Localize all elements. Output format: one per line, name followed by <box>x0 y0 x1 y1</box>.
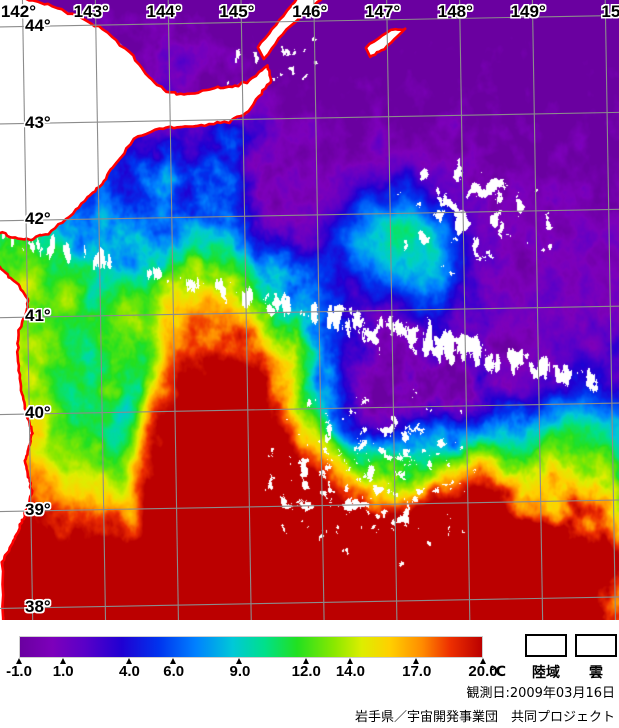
colorbar-tick-label: 4.0 <box>119 663 140 680</box>
parallel-line <box>0 305 619 319</box>
colorbar-tick-label: -1.0 <box>6 663 32 680</box>
colorbar-tick-mark <box>170 658 177 664</box>
parallel-line <box>0 596 619 609</box>
meridian-line <box>21 0 34 620</box>
colorbar-tick-label: 20.0 <box>468 663 498 680</box>
colorbar-tick-label: 9.0 <box>229 663 251 680</box>
parallel-line <box>0 499 619 513</box>
coastline-path <box>0 0 273 242</box>
colorbar-tick-mark <box>413 658 420 664</box>
coastline-path <box>256 0 323 61</box>
meridian-line <box>94 0 107 620</box>
colorbar-tick-mark <box>302 658 309 664</box>
colorbar-tick-mark <box>479 658 486 664</box>
colorbar-tick-group: -1.0 1.0 4.0 6.0 9.0 12.0 14.0 17.0 20.0 <box>0 620 619 680</box>
meridian-line <box>313 0 325 620</box>
cloud-legend-swatch <box>575 634 617 657</box>
cloud-legend-label: 雲 <box>589 665 603 681</box>
sst-map-panel[interactable]: 142° 143° 144° 145° 146° 147° 148° 149° 15 44° 43… <box>0 0 619 620</box>
colorbar-tick-label: 1.0 <box>52 663 74 680</box>
parallel-line <box>0 111 619 125</box>
colorbar-tick-mark <box>59 658 66 664</box>
observation-date-text: 観測日:2009年03月16日 <box>466 686 615 701</box>
temperature-colorbar[interactable] <box>19 636 483 658</box>
parallel-line <box>0 14 619 28</box>
colorbar-tick-mark <box>346 658 353 664</box>
meridian-line <box>167 0 179 620</box>
parallel-line <box>0 208 619 222</box>
colorbar-tick-label: 17.0 <box>402 663 432 680</box>
legend-area: -1.0 1.0 4.0 6.0 9.0 12.0 14.0 17.0 20.0 ℃ 陸域 雲 … <box>0 620 619 728</box>
meridian-line <box>240 0 252 620</box>
land-legend-label: 陸域 <box>532 665 560 681</box>
land-legend-swatch <box>525 634 567 657</box>
meridian-line <box>386 0 398 620</box>
colorbar-tick-mark <box>15 658 22 664</box>
sst-raster-layer <box>0 0 619 620</box>
colorbar-tick-label: 14.0 <box>335 663 366 680</box>
temperature-unit-label: ℃ <box>489 663 506 679</box>
graticule-layer <box>0 0 619 620</box>
colorbar-tick-mark <box>236 658 243 664</box>
meridian-line <box>604 0 617 620</box>
coastline-path <box>364 27 407 59</box>
colorbar-tick-label: 6.0 <box>163 663 185 680</box>
meridian-line <box>531 0 544 620</box>
colorbar-tick-label: 12.0 <box>291 663 321 680</box>
parallel-line <box>0 402 619 416</box>
credit-text: 岩手県／宇宙開発事業団 共同プロジェクト <box>354 710 615 725</box>
colorbar-tick-mark <box>125 658 132 664</box>
meridian-line <box>459 0 471 620</box>
